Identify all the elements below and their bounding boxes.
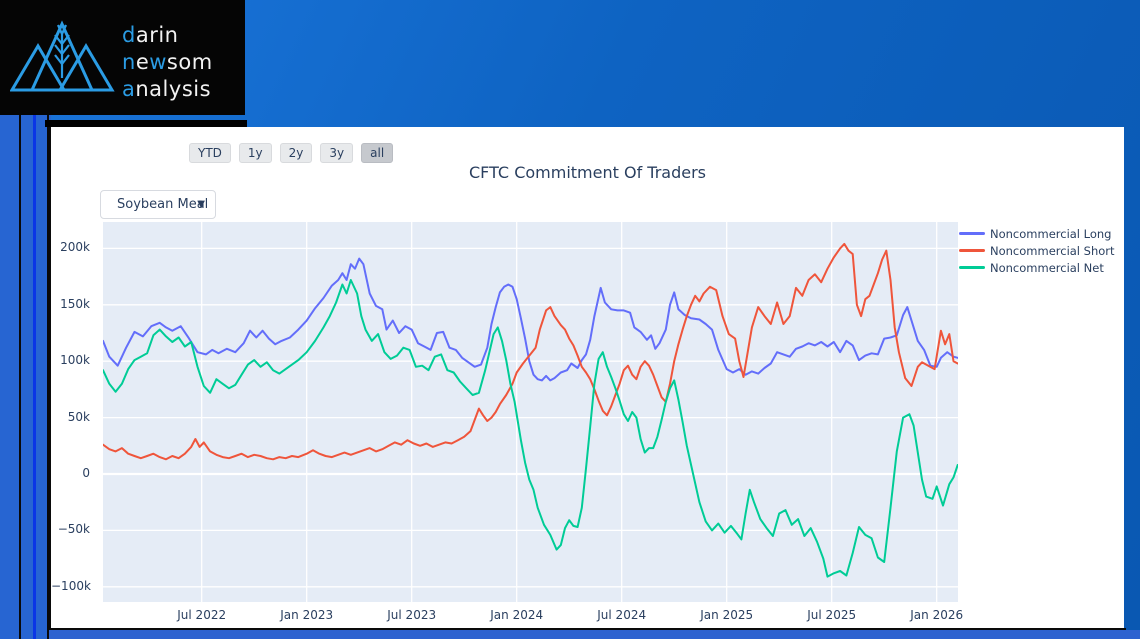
brand-name: darin newsom analysis [122, 22, 213, 103]
range-button-1y[interactable]: 1y [238, 143, 272, 163]
y-tick-label: 0 [82, 466, 90, 480]
range-button-3y[interactable]: 3y [320, 143, 354, 163]
legend-item-noncommercial-short[interactable]: Noncommercial Short [959, 242, 1115, 259]
window-edge-line-bright [33, 115, 36, 639]
brand-letter: nalysis [135, 77, 212, 101]
legend-label: Noncommercial Short [990, 243, 1115, 258]
range-button-2y[interactable]: 2y [279, 143, 313, 163]
x-tick-label: Jul 2023 [387, 608, 437, 622]
x-tick-label: Jul 2022 [177, 608, 227, 622]
series-line-noncommercial-net[interactable] [103, 279, 958, 578]
x-tick-label: Jan 2025 [700, 608, 754, 622]
brand-letter: d [122, 23, 136, 47]
range-button-all[interactable]: all [361, 143, 394, 163]
y-tick-label: 200k [60, 240, 90, 255]
window-edge-line [47, 115, 49, 639]
legend-line-swatch [959, 232, 985, 235]
mountains-wheat-icon [10, 20, 115, 92]
x-tick-label: Jan 2026 [910, 608, 964, 622]
y-tick-label: 100k [60, 353, 90, 368]
x-tick-label: Jul 2024 [597, 608, 647, 622]
y-tick-label: −100k [51, 578, 91, 593]
brand-letter: arin [135, 23, 179, 47]
window-edge-stripes [0, 115, 51, 639]
brand-letter: a [122, 77, 136, 101]
card-top-border [45, 120, 247, 127]
range-button-row: YTD 1y 2y 3y all [189, 143, 394, 163]
legend-item-noncommercial-long[interactable]: Noncommercial Long [959, 225, 1115, 242]
bottom-accent-band [49, 630, 1140, 639]
series-line-noncommercial-short[interactable] [103, 242, 958, 461]
series-line-noncommercial-long[interactable] [103, 257, 958, 382]
y-tick-label: −50k [57, 522, 90, 537]
plot-area[interactable] [103, 222, 958, 602]
chevron-down-icon: ▼ [197, 199, 205, 210]
card-bottom-border [49, 628, 1126, 630]
window-edge-line [19, 115, 21, 639]
brand-letter: som [166, 50, 213, 74]
x-tick-label: Jan 2023 [280, 608, 334, 622]
legend-label: Noncommercial Net [990, 260, 1104, 275]
legend: Noncommercial Long Noncommercial Short Non… [959, 225, 1115, 276]
legend-line-swatch [959, 266, 985, 269]
legend-label: Noncommercial Long [990, 226, 1112, 241]
x-tick-label: Jan 2024 [490, 608, 544, 622]
legend-item-noncommercial-net[interactable]: Noncommercial Net [959, 259, 1115, 276]
brand-letter: e [135, 50, 150, 74]
chart-title: CFTC Commitment Of Traders [469, 163, 706, 182]
brand-letter: w [149, 50, 167, 74]
y-tick-label: 50k [67, 409, 90, 424]
brand-letter: n [122, 50, 136, 74]
dropdown-value: Soybean Meal [117, 197, 209, 212]
range-button-ytd[interactable]: YTD [189, 143, 231, 163]
x-tick-label: Jul 2025 [807, 608, 857, 622]
chart-card: YTD 1y 2y 3y all CFTC Commitment Of Traders … [51, 127, 1124, 628]
commodity-dropdown[interactable]: Soybean Meal ▼ [100, 190, 216, 219]
brand-logo: darin newsom analysis [0, 0, 245, 115]
y-tick-label: 150k [60, 296, 90, 311]
card-left-border [49, 127, 51, 630]
legend-line-swatch [959, 249, 985, 252]
